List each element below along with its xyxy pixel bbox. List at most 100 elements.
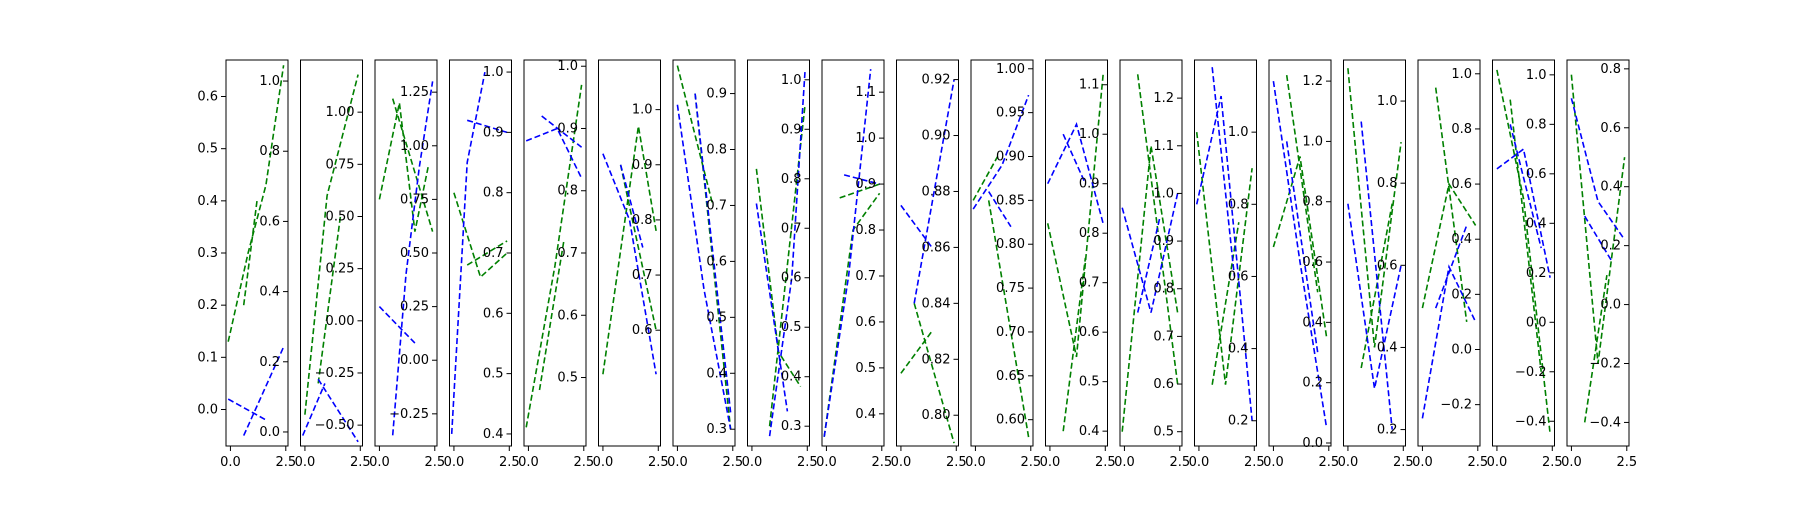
- y-tick-label: 0.6: [1153, 377, 1174, 392]
- y-tick-label: −0.4: [1515, 414, 1547, 429]
- panel-3-green-series-2: [391, 98, 434, 232]
- y-tick-label: 0.90: [922, 129, 951, 144]
- panel-2-frame: [300, 59, 363, 447]
- y-tick-label: 0.4: [1600, 180, 1621, 195]
- panel-19-green-series-2: [1583, 274, 1608, 423]
- y-tick-label: −0.2: [1589, 356, 1621, 371]
- y-tick-label: 0.7: [1153, 329, 1174, 344]
- panel-16-frame: [1343, 59, 1406, 447]
- panel-10-frame: [896, 59, 959, 447]
- y-tick-label: 1.0: [557, 59, 578, 74]
- panel-9: 0.0 2.5 0.4 0.5 0.6 0.7 0.8 0.9 1.0 1.1: [816, 59, 892, 470]
- panel-9-green-series-2: [839, 183, 880, 199]
- panel-11-frame: [970, 59, 1034, 447]
- y-tick-label: 0.82: [922, 352, 951, 367]
- panel-17-blue-series-3: [1421, 264, 1477, 419]
- x-tick-label: 0.0: [1040, 455, 1061, 470]
- y-tick-label: 0.4: [1526, 216, 1547, 231]
- y-tick-label: 0.50: [400, 246, 429, 261]
- panel-16-blue-series-3: [1347, 203, 1402, 389]
- x-tick-label: 0.0: [1561, 455, 1582, 470]
- panel-17-green-series-1: [1421, 182, 1477, 309]
- y-tick-label: 0.25: [400, 300, 429, 315]
- x-tick-label: 2.5: [1542, 455, 1563, 470]
- y-tick-label: 0.8: [1228, 197, 1249, 212]
- y-tick-label: 0.0: [1526, 315, 1547, 330]
- x-tick-label: 2.5: [1244, 455, 1265, 470]
- x-tick-label: 2.5: [1095, 455, 1116, 470]
- x-tick-label: 0.0: [1263, 455, 1284, 470]
- panel-7-blue-series-4: [694, 93, 732, 413]
- y-tick-label: 0.6: [781, 271, 802, 286]
- panel-4: 0.0 2.5 0.4 0.5 0.6 0.7 0.8 0.9 1.0: [444, 59, 520, 470]
- y-tick-label: 1.0: [1526, 68, 1547, 83]
- y-tick-label: 0.8: [632, 213, 653, 228]
- y-tick-label: 0.1: [197, 350, 218, 365]
- panel-1-blue-series-3: [227, 398, 267, 421]
- y-tick-label: 0.0: [1451, 343, 1472, 358]
- panel-19-green-series-1: [1570, 74, 1626, 364]
- panel-17: 0.0 2.5 −0.2 0.0 0.2 0.4 0.6 0.8 1.0: [1412, 59, 1488, 470]
- panel-13: 0.0 2.5 0.5 0.6 0.7 0.8 0.9 1.0 1.1 1.2: [1114, 59, 1190, 470]
- y2-tick-label: 0.4: [259, 285, 280, 300]
- x-tick-label: 0.0: [369, 455, 390, 470]
- y-tick-label: 0.7: [557, 246, 578, 261]
- y-tick-label: 0.0: [197, 402, 218, 417]
- panel-2: 0.0 2.5 −0.50 −0.25 0.00 0.25 0.50 0.75 1.00: [295, 59, 371, 470]
- panel-5: 0.0 2.5 0.5 0.6 0.7 0.8 0.9 1.0: [518, 59, 594, 470]
- y2-tick-label: 0.6: [259, 214, 280, 229]
- panel-12-blue-series-4: [1062, 133, 1087, 185]
- y-tick-label: 0.9: [483, 125, 504, 140]
- panel-16-green-series-1: [1347, 68, 1402, 348]
- x-tick-label: 2.5: [1467, 455, 1488, 470]
- y-tick-label: −0.2: [1515, 365, 1547, 380]
- panel-12-blue-series-3: [1046, 122, 1104, 224]
- panel-3-green-series-1: [378, 102, 429, 232]
- y-tick-label: 0.4: [1302, 315, 1323, 330]
- y-tick-label: 0.4: [1377, 340, 1398, 355]
- panel-7-frame: [672, 59, 736, 447]
- x-tick-label: 2.5: [1393, 455, 1414, 470]
- y-tick-label: 0.6: [483, 306, 504, 321]
- y-tick-label: 1.00: [400, 139, 429, 154]
- y-tick-label: 0.8: [1377, 176, 1398, 191]
- y-tick-label: 0.8: [1079, 226, 1100, 241]
- y-tick-label: −0.25: [389, 407, 429, 422]
- x-tick-label: 2.5: [946, 455, 967, 470]
- y-tick-label: 0.9: [855, 177, 876, 192]
- y-tick-label: 0.2: [1526, 266, 1547, 281]
- y-tick-label: 0.2: [1377, 423, 1398, 438]
- panel-8: 0.0 2.5 0.3 0.4 0.5 0.6 0.7 0.8 0.9 1.0: [742, 59, 818, 470]
- y-tick-label: 0.4: [483, 427, 504, 442]
- panel-1: 0.0 2.5 0.0 0.1 0.2 0.3 0.4 0.5 0.6 0.0 0.2 0.4 0.6 0…: [197, 59, 296, 470]
- panel-18-green-series-1: [1496, 69, 1551, 434]
- y-tick-label: 0.0: [1302, 436, 1323, 451]
- panel-5-green-series-2: [538, 240, 565, 391]
- x-tick-label: 0.0: [1412, 455, 1433, 470]
- x-tick-label: 2.5: [499, 455, 520, 470]
- y-tick-label: 0.9: [1153, 234, 1174, 249]
- y-tick-label: 0.6: [557, 308, 578, 323]
- y-tick-label: 0.5: [1153, 425, 1174, 440]
- y2-tick-label: 0.2: [259, 355, 280, 370]
- x-tick-label: 2.5: [871, 455, 892, 470]
- x-tick-label: 2.5: [275, 455, 296, 470]
- x-tick-label: 0.0: [593, 455, 614, 470]
- y-tick-label: 1.00: [326, 105, 355, 120]
- panel-15-blue-series-3: [1272, 80, 1328, 429]
- x-tick-label: 2.5: [1318, 455, 1339, 470]
- y-tick-label: 0.5: [483, 367, 504, 382]
- y-tick-label: 0.00: [326, 314, 355, 329]
- x-tick-label: 0.0: [1189, 455, 1210, 470]
- panel-12-frame: [1045, 59, 1108, 447]
- panel-7-blue-series-3: [676, 104, 732, 430]
- y-tick-label: 0.50: [326, 209, 355, 224]
- y-tick-label: 0.7: [706, 198, 727, 213]
- y-tick-label: 1.0: [855, 131, 876, 146]
- y-tick-label: 0.6: [706, 254, 727, 269]
- x-tick-label: 0.0: [816, 455, 837, 470]
- x-tick-label: 0.0: [667, 455, 688, 470]
- y-tick-label: 0.00: [400, 353, 429, 368]
- y-tick-label: 0.84: [922, 296, 951, 311]
- panel-3: 0.0 2.5 −0.25 0.00 0.25 0.50 0.75 1.00 1.25: [369, 59, 445, 470]
